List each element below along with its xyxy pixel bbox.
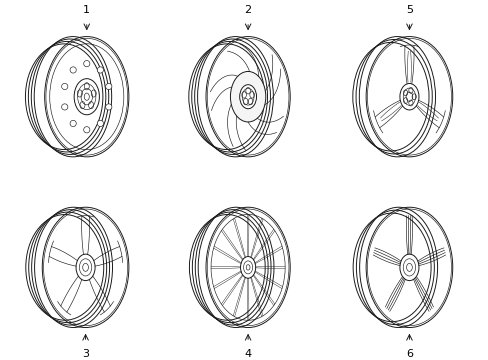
Ellipse shape <box>83 60 90 67</box>
Text: 6: 6 <box>405 348 412 359</box>
Ellipse shape <box>97 120 103 127</box>
Text: 1: 1 <box>83 5 90 15</box>
Ellipse shape <box>70 67 76 73</box>
Ellipse shape <box>97 67 103 73</box>
Ellipse shape <box>70 120 76 127</box>
Text: 4: 4 <box>244 348 251 359</box>
Text: 2: 2 <box>244 5 251 15</box>
Text: 3: 3 <box>82 348 89 359</box>
Ellipse shape <box>230 71 265 122</box>
Ellipse shape <box>61 84 68 90</box>
Ellipse shape <box>105 104 112 110</box>
Ellipse shape <box>239 85 256 109</box>
Text: 5: 5 <box>405 5 412 15</box>
Ellipse shape <box>105 84 112 90</box>
Ellipse shape <box>61 104 68 110</box>
Ellipse shape <box>83 127 90 133</box>
